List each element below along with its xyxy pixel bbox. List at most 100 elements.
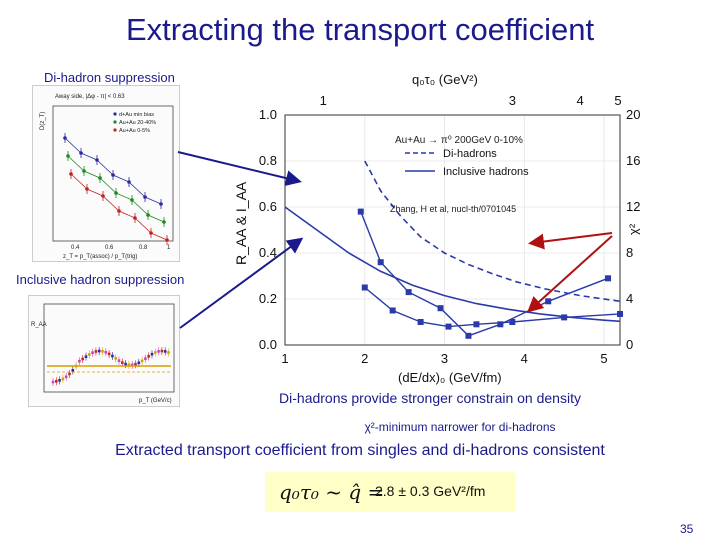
thumb-point [124, 362, 127, 366]
x-tick-label: 5 [600, 351, 607, 366]
x-axis-label: (dE/dx)₀ (GeV/fm) [398, 370, 502, 385]
thumb-point [82, 169, 86, 173]
thumb-point [55, 379, 58, 383]
thumb-point [130, 363, 134, 367]
y-tick-label: 0.2 [259, 291, 277, 306]
series-line-1 [284, 206, 621, 323]
thumb-point [88, 353, 91, 356]
legend-marker-dau [113, 112, 117, 116]
arrow-dihadron [177, 151, 302, 186]
x-tick-label: 1 [281, 351, 288, 366]
thumb-trend-line [86, 188, 104, 197]
y-right-tick-label: 20 [626, 107, 640, 122]
plot-frame [284, 114, 621, 346]
thumb-point [163, 350, 167, 353]
inclusive-suppression-thumbnail: R_AA p_T (GeV/c) [28, 295, 180, 407]
series-marker [437, 305, 444, 312]
thumb-trend-line [150, 232, 168, 241]
x-tick-label: 4 [521, 351, 528, 366]
thumb-point [121, 361, 124, 364]
thumb-point [94, 350, 98, 353]
thumb-point [134, 362, 137, 366]
thumb-trend-line [115, 192, 133, 201]
thumb-point [61, 377, 65, 381]
formula-math: q₀τ₀ ~ q̂ = [279, 480, 385, 504]
thumb-point [71, 369, 75, 372]
thumb-point [154, 351, 157, 354]
thumb-point [117, 359, 121, 362]
thumb-point [51, 380, 55, 384]
thumb-point [159, 202, 163, 206]
thumb-trend-line [112, 174, 130, 183]
series-line-2 [364, 286, 621, 328]
y-right-tick-label: 8 [626, 245, 633, 260]
thumb-trend-line [80, 152, 98, 161]
conclusion-text: Extracted transport coefficient from sin… [115, 442, 605, 459]
thumb-trend-line [118, 210, 136, 219]
thumb-point [78, 359, 81, 363]
legend-label-dihadrons: Di-hadrons [443, 148, 497, 160]
y-axis-right-label: χ² [626, 223, 640, 235]
thumb-point [97, 349, 101, 353]
thumb-point [143, 195, 147, 199]
y-right-tick-label: 12 [626, 199, 640, 214]
arrow-inclusive [179, 237, 304, 329]
arrow-chi2-inclusive [527, 235, 613, 313]
arrow-chi2-dihadron [528, 232, 613, 250]
y-right-tick-label: 4 [626, 291, 633, 306]
thumb-point [101, 349, 104, 353]
thumb-point [117, 209, 121, 213]
thumb-trend-line [131, 199, 149, 216]
chart-grid [284, 114, 620, 346]
x-tick-label: 3 [441, 351, 448, 366]
thumb-trend-line [134, 217, 152, 234]
chart-annotation-ref: Zhang, H et al, nucl-th/0701045 [390, 204, 516, 214]
thumb-frame [52, 105, 174, 242]
thumb-legend-item: d+Au min bias [119, 112, 154, 118]
thumb-point [68, 372, 71, 376]
x-top-tick-label: 3 [509, 93, 516, 108]
series-marker [465, 332, 472, 339]
thumb-ylabel: R_AA [31, 322, 47, 328]
series-marker [389, 307, 396, 314]
thumb-xtick: 0.4 [71, 245, 80, 251]
series-line-0 [364, 160, 621, 303]
thumb-trend-line [144, 196, 162, 205]
formula-box: q₀τ₀ ~ q̂ = 2.8 ± 0.3 GeV²/fm [265, 472, 515, 512]
thumb-point [114, 191, 118, 195]
thumb-point [137, 361, 141, 365]
thumb-trend-line [128, 181, 146, 198]
page-number: 35 [680, 522, 694, 536]
thumb-point [167, 351, 170, 354]
thumb-point [79, 151, 83, 155]
thumb-legend-title: Away side, |Δφ - π| < 0.63 [55, 94, 125, 100]
series-marker [357, 208, 364, 215]
thumb-point [111, 173, 115, 177]
dihadron-suppression-label: Di-hadron suppression [44, 70, 175, 85]
thumb-point [146, 213, 150, 217]
thumb-frame [43, 303, 175, 393]
formula-value: 2.8 ± 0.3 GeV²/fm [375, 483, 486, 499]
thumb-trend-line [70, 173, 88, 190]
thumb-xtick: 0.6 [105, 245, 114, 251]
thumb-point [104, 351, 108, 354]
thumb-trend-line [99, 177, 117, 194]
thumb-point [150, 352, 154, 356]
thumb-trend-line [102, 195, 120, 212]
thumb-point [64, 375, 68, 379]
thumb-xlabel: z_T = p_T(assoc) / p_T(trig) [63, 254, 137, 260]
thumb-point [91, 351, 94, 355]
thumb-point [58, 379, 61, 382]
legend-marker-auau-05 [113, 128, 117, 132]
thumb-trend-line [64, 137, 82, 154]
series-marker [417, 319, 424, 325]
y-right-tick-label: 0 [626, 337, 633, 352]
note-dihadron-constraint: Di-hadrons provide stronger constrain on… [279, 390, 581, 406]
y-tick-label: 0.0 [259, 337, 277, 352]
y-axis-label: R_AA & I_AA [233, 181, 249, 265]
thumb-point [147, 355, 150, 358]
x-tick-label: 2 [361, 351, 368, 366]
legend-marker-auau-2040 [113, 120, 117, 124]
dihadron-suppression-thumbnail: Away side, |Δφ - π| < 0.63 d+Au min bias… [32, 85, 180, 262]
